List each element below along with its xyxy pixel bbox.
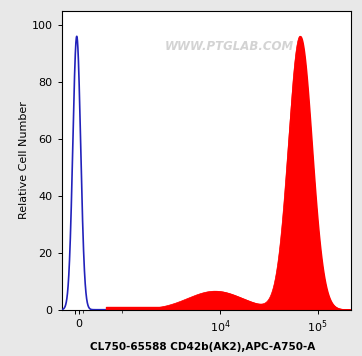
Y-axis label: Relative Cell Number: Relative Cell Number xyxy=(19,101,29,219)
Text: CL750-65588 CD42b(AK2),APC-A750-A: CL750-65588 CD42b(AK2),APC-A750-A xyxy=(90,342,315,352)
Text: WWW.PTGLAB.COM: WWW.PTGLAB.COM xyxy=(165,40,294,53)
